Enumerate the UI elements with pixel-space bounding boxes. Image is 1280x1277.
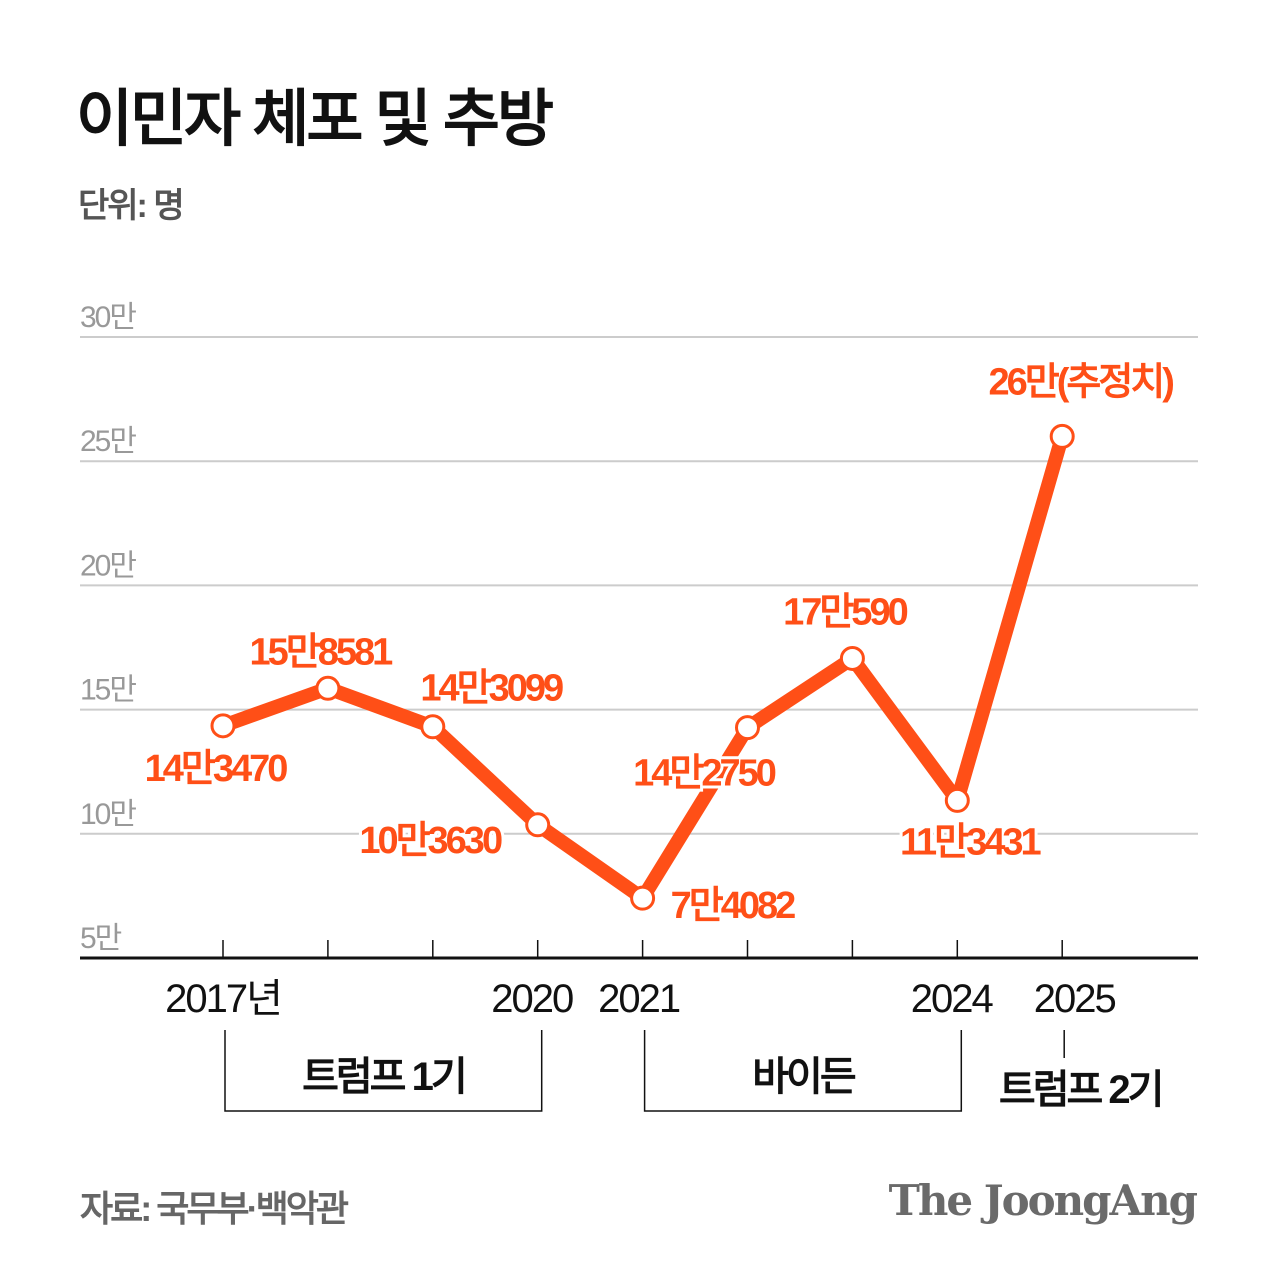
- data-point: [944, 787, 970, 813]
- period-bracket: [643, 1030, 963, 1112]
- data-label: 26만(추정치): [988, 361, 1173, 403]
- data-label: 17만590: [783, 591, 907, 633]
- data-point: [315, 675, 341, 701]
- data-label: 15만8581: [250, 631, 394, 673]
- data-point: [525, 812, 551, 838]
- data-point: [735, 715, 760, 741]
- y-tick-label: 30만: [80, 301, 136, 334]
- unit-label: 단위: 명: [78, 187, 185, 225]
- publisher-logo: The JoongAng: [888, 1176, 1198, 1225]
- period-label: 트럼프 2기: [999, 1068, 1162, 1112]
- period-bracket: [224, 1030, 543, 1112]
- chart-title: 이민자 체포 및 추방: [76, 85, 554, 154]
- x-tick-label: 2025: [1034, 977, 1116, 1021]
- data-point: [420, 714, 446, 740]
- x-tick-label: 2024: [911, 977, 994, 1021]
- data-point: [839, 645, 865, 671]
- data-point: [1049, 423, 1075, 449]
- x-tick-label: 2020: [491, 977, 573, 1021]
- y-tick-label: 10만: [80, 798, 136, 831]
- data-label: 11만3431: [900, 821, 1042, 863]
- y-tick-label: 20만: [80, 549, 136, 582]
- data-label: 7만4082: [671, 885, 795, 927]
- data-point: [630, 885, 656, 911]
- data-label: 14만3470: [145, 748, 288, 790]
- data-point: [210, 713, 236, 739]
- data-label: 14만3099: [420, 668, 563, 710]
- data-label: 14만2750: [633, 753, 776, 795]
- x-tick-label: 2021: [598, 977, 680, 1021]
- y-tick-label: 25만: [80, 425, 136, 458]
- period-label: 바이든: [752, 1055, 856, 1099]
- period-label: 트럼프 1기: [302, 1055, 465, 1099]
- y-tick-label: 5만: [80, 922, 122, 955]
- data-label: 10만3630: [359, 820, 502, 862]
- source-note: 자료: 국무부·백악관: [80, 1188, 349, 1229]
- x-tick-label: 2017년: [165, 977, 281, 1021]
- y-tick-label: 15만: [80, 674, 136, 707]
